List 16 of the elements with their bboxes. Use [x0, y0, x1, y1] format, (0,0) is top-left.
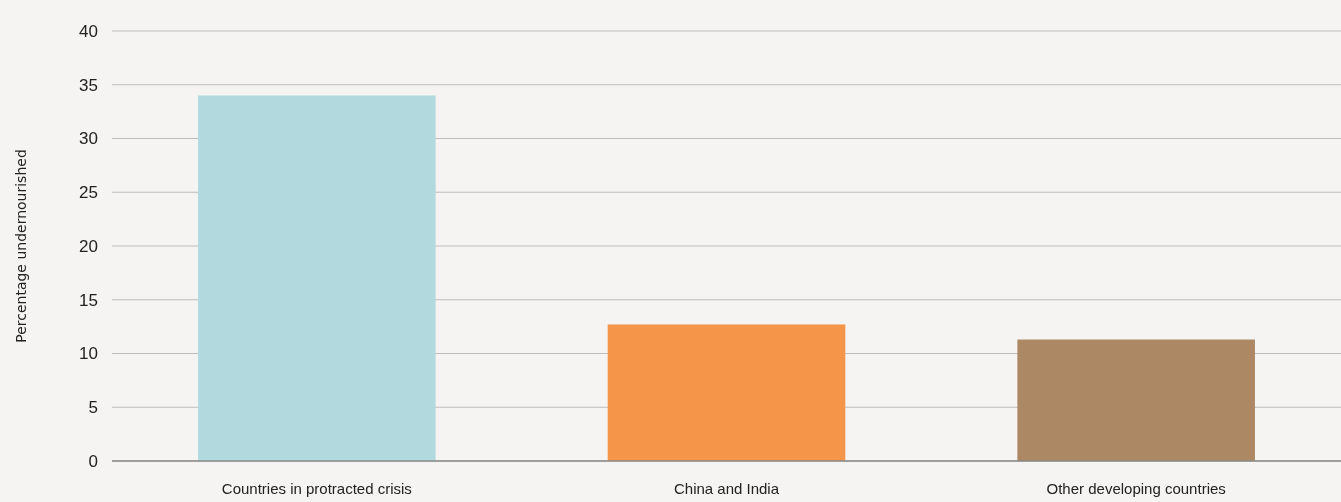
bar	[198, 95, 436, 461]
y-tick-label: 5	[88, 398, 98, 418]
y-tick-label: 40	[79, 21, 98, 41]
y-axis-title: Percentage undernourished	[13, 149, 29, 343]
y-tick-label: 0	[88, 451, 98, 471]
x-tick-label: China and India	[673, 479, 780, 497]
x-tick-label: Other developing countries	[1046, 479, 1226, 497]
y-tick-label: 15	[79, 290, 98, 310]
bar	[1017, 339, 1255, 461]
y-tick-label: 30	[79, 129, 98, 149]
bar	[607, 324, 846, 461]
y-tick-label: 35	[79, 75, 98, 95]
y-tick-label: 20	[79, 236, 98, 256]
y-tick-label: 10	[79, 344, 98, 364]
x-tick-label: Countries in protracted crisis	[221, 479, 412, 497]
y-tick-label: 25	[79, 183, 98, 203]
